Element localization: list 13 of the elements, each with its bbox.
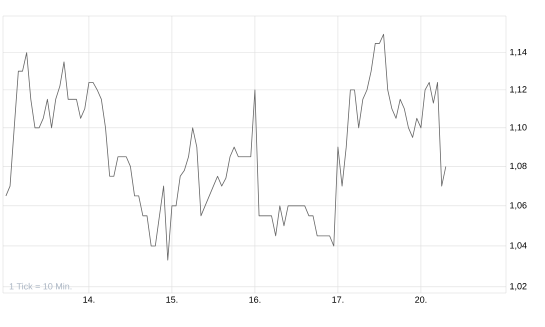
y-tick-label: 1,06 [510,202,527,210]
x-tick-label: 17. [332,296,344,303]
x-tick-label: 14. [83,296,94,303]
y-tick-label: 1,10 [510,124,527,132]
x-tick-label: 20. [415,296,426,303]
x-tick-label: 16. [249,296,260,303]
y-tick-label: 1,04 [510,242,527,250]
x-tick-label: 15. [166,296,178,303]
y-tick-label: 1,14 [510,48,527,56]
y-tick-label: 1,02 [510,283,527,290]
y-tick-label: 1,08 [510,162,527,170]
annotation: 1 Tick = 10 Min. [10,282,72,290]
y-tick-label: 1,12 [510,86,527,94]
